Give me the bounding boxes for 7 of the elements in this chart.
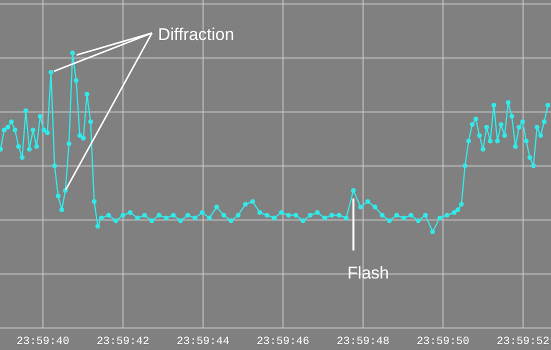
x-tick-label: 23:59:40 — [16, 336, 70, 348]
x-tick-label: 23:59:44 — [176, 336, 230, 348]
x-tick-label: 23:59:42 — [96, 336, 150, 348]
x-tick-label: 23:59:50 — [416, 336, 470, 348]
x-tick-label: 23:59:52 — [496, 336, 550, 348]
x-tick-label: 23:59:48 — [336, 336, 390, 348]
x-tick-label: 23:59:46 — [256, 336, 310, 348]
